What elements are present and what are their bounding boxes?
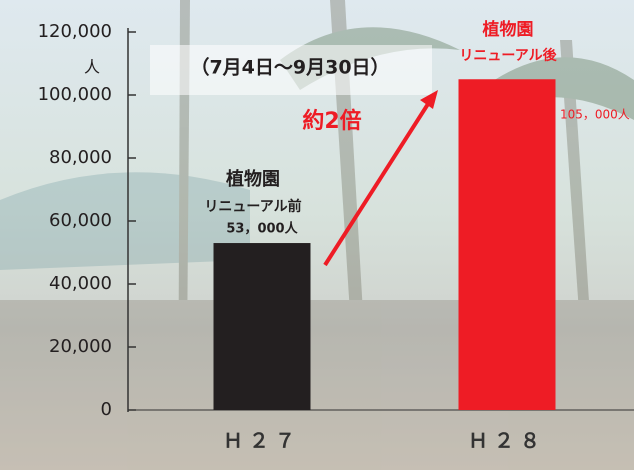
bar — [213, 243, 311, 410]
subtitle: （7月4日～9月30日） — [190, 56, 389, 79]
annotation: リニューアル後 — [459, 47, 557, 64]
y-tick-label: 100,000 — [38, 84, 112, 105]
bar — [458, 79, 556, 410]
value-label: 53，000人 — [226, 221, 298, 237]
value-label: 105，000人 — [560, 108, 630, 122]
annotation: 植物園 — [226, 168, 280, 190]
y-tick-label: 80,000 — [49, 147, 112, 168]
y-tick-label: 40,000 — [49, 273, 112, 294]
annotation: リニューアル前 — [204, 198, 301, 215]
arrow — [323, 102, 430, 267]
annotation: 約2倍 — [302, 108, 361, 134]
x-tick-label: Ｈ２７ — [223, 429, 301, 453]
y-tick-label: 0 — [101, 399, 112, 420]
arrow-head — [420, 90, 438, 109]
y-tick-label: 120,000 — [38, 21, 112, 42]
x-tick-label: Ｈ２８ — [468, 429, 546, 453]
y-tick-label: 60,000 — [49, 210, 112, 231]
y-tick-label: 20,000 — [49, 336, 112, 357]
subtitle-box — [150, 45, 432, 95]
y-unit: 人 — [84, 58, 100, 77]
annotation: 植物園 — [483, 19, 534, 40]
